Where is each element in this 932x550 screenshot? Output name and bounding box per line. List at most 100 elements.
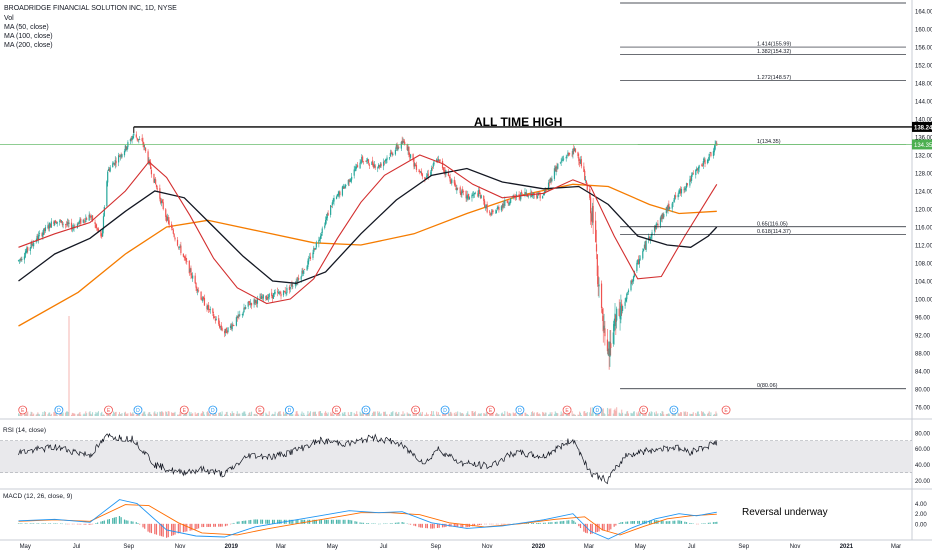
volume-bar (424, 414, 426, 416)
ath-annotation[interactable]: ALL TIME HIGH (474, 115, 563, 129)
macd-histogram-bar (679, 520, 681, 524)
volume-bar (419, 413, 421, 416)
reversal-annotation[interactable]: Reversal underway (742, 507, 828, 518)
volume-bar (633, 411, 635, 416)
candle-body (377, 164, 380, 168)
earnings-marker[interactable] (104, 405, 113, 415)
candle-body (314, 248, 316, 251)
candle-body (631, 280, 633, 283)
horizontal-levels-layer[interactable]: 138.24 134.35 (0, 121, 932, 150)
candle-body (36, 236, 38, 241)
volume-bar (573, 413, 575, 416)
volume-bar (533, 412, 535, 416)
candle-body (224, 330, 226, 334)
earnings-marker[interactable] (486, 405, 495, 415)
symbol-title[interactable]: BROADRIDGE FINANCIAL SOLUTION INC, 1D, N… (4, 5, 177, 12)
legend-ma50[interactable]: MA (50, close) (4, 24, 49, 31)
volume-bar (230, 414, 232, 416)
dividend-marker[interactable] (515, 405, 525, 415)
dividend-marker[interactable] (208, 405, 218, 415)
volume-bar (114, 412, 116, 416)
candle-body (633, 270, 635, 277)
macd-histogram-bar (123, 519, 126, 524)
legend-ma100[interactable]: MA (100, close) (4, 33, 53, 40)
candle-body (208, 309, 211, 310)
dividend-marker[interactable] (285, 405, 294, 415)
candle-body (502, 203, 504, 208)
candle-body (565, 156, 567, 159)
volume-bar (362, 412, 364, 416)
earnings-marker[interactable] (411, 405, 421, 415)
candle-body (561, 159, 563, 161)
earnings-marker[interactable] (639, 405, 649, 415)
candle-body (563, 158, 565, 160)
candle-body (619, 315, 621, 319)
candle-body (378, 165, 381, 168)
earnings-marker[interactable] (255, 405, 265, 415)
macd-histogram-bar (165, 523, 168, 538)
candle-body (627, 292, 629, 294)
candle-body (525, 192, 527, 194)
dividend-marker[interactable] (669, 405, 679, 415)
macd-tick-label: 2.00 (915, 512, 927, 518)
candle-body (536, 194, 538, 198)
volume-bar (262, 411, 264, 416)
volume-bar (36, 413, 38, 416)
volume-bar (621, 409, 623, 416)
earnings-marker[interactable] (721, 405, 731, 415)
volume-bar (186, 413, 188, 416)
volume-bar (242, 412, 244, 416)
dividend-marker[interactable] (592, 405, 602, 415)
time-tick-label: Nov (482, 544, 493, 550)
candle-body (459, 187, 461, 194)
candle-body (274, 292, 276, 294)
volume-bar (273, 414, 275, 416)
legend-vol[interactable]: Vol (4, 15, 14, 22)
macd-histogram-bar (319, 519, 321, 524)
volume-bar (413, 414, 415, 416)
candle-body (347, 179, 349, 185)
legend-ma200[interactable]: MA (200, close) (4, 42, 53, 49)
earnings-marker[interactable] (332, 405, 341, 415)
volume-bar (506, 411, 508, 416)
macd-histogram-bar (31, 523, 33, 524)
candle-body (344, 185, 346, 188)
volume-bar (168, 411, 170, 416)
volume-bar (463, 414, 465, 416)
candle-body (584, 179, 587, 182)
volume-bar (250, 414, 252, 416)
candle-body (367, 159, 370, 164)
volume-bar (20, 412, 22, 416)
volume-bar (394, 412, 396, 416)
macd-legend[interactable]: MACD (12, 26, close, 9) (3, 493, 72, 500)
volume-bar (650, 411, 652, 416)
dividend-marker[interactable] (440, 405, 450, 415)
macd-histogram-bar (325, 519, 328, 524)
volume-bar (309, 411, 311, 416)
volume-bar (510, 413, 512, 416)
dividend-marker[interactable] (54, 405, 64, 415)
earnings-marker[interactable] (18, 405, 28, 415)
rsi-legend[interactable]: RSI (14, close) (3, 427, 46, 434)
volume-bar (584, 411, 586, 416)
fib-extension-layer[interactable]: 1.414(155.99)1.382(154.32) 1.272(148.57) 1… (620, 2, 906, 389)
volume-bar (184, 413, 186, 416)
price-tick-label: 140.00 (915, 118, 932, 124)
volume-bar (555, 412, 557, 416)
volume-bar (207, 411, 209, 416)
earnings-marker[interactable] (179, 405, 189, 415)
volume-bar (406, 412, 408, 416)
volume-bar (280, 414, 282, 416)
macd-line (18, 499, 717, 540)
dividend-marker[interactable] (133, 405, 143, 415)
candle-body (21, 258, 23, 261)
earnings-marker[interactable] (562, 405, 572, 415)
volume-bar (179, 411, 181, 416)
volume-bar (90, 413, 92, 416)
candle-body (332, 201, 334, 203)
fib-level-label: 0.618(114.37) (757, 229, 791, 235)
volume-bar (265, 412, 267, 416)
dividend-marker[interactable] (361, 405, 371, 415)
candle-body (285, 292, 287, 294)
